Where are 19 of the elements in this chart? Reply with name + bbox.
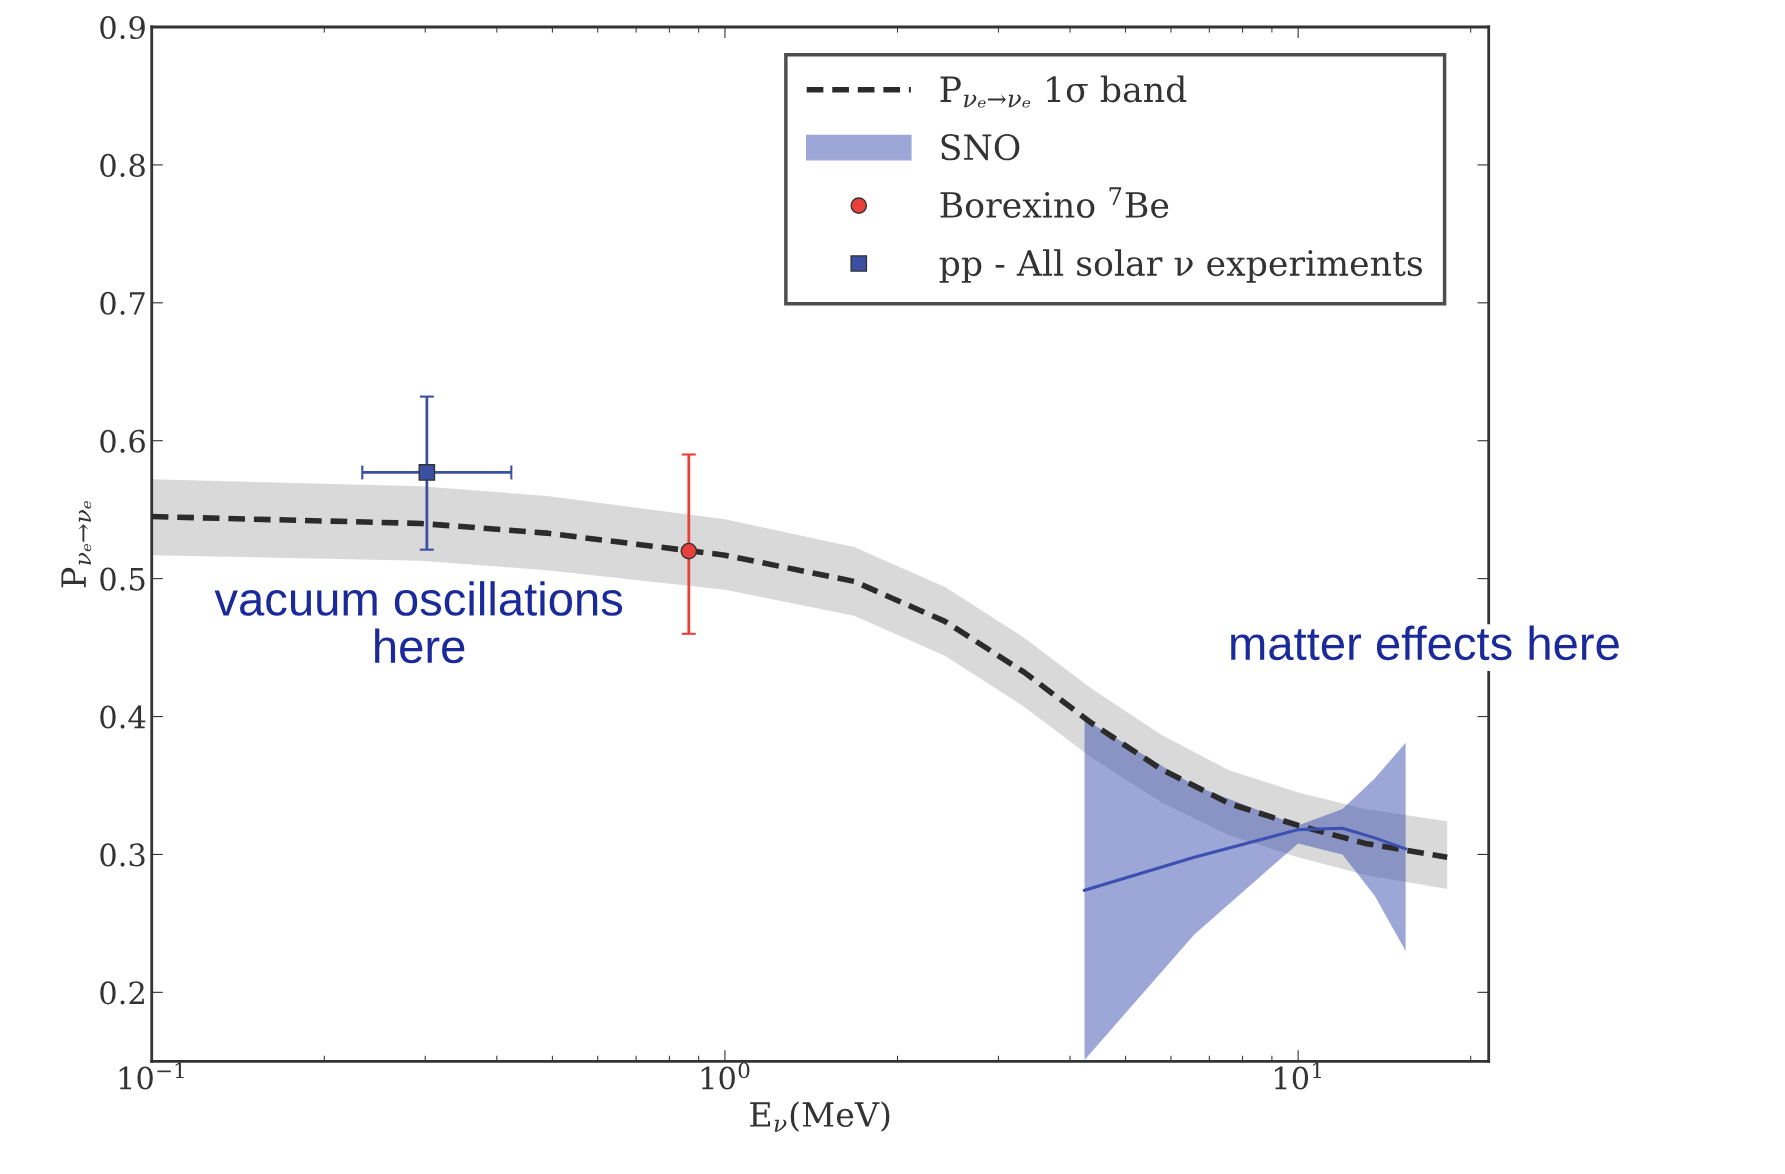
legend-label: Borexino $^{7}$Be	[940, 187, 1169, 219]
y-axis-title: P$_{νₑ→νₑ}$	[61, 501, 92, 588]
x-tick-label: 10$^{1}$	[1274, 1062, 1321, 1090]
y-tick-label: 0.4	[100, 705, 146, 729]
y-tick-label: 0.9	[100, 15, 145, 40]
y-tick-label: 0.2	[100, 981, 144, 1005]
annotation: vacuum oscillations here	[214, 581, 623, 664]
y-tick-label: 0.8	[100, 153, 145, 177]
annotation: matter effects here	[1231, 625, 1619, 661]
x-axis-title: E$_{ν}$(MeV)	[750, 1101, 890, 1132]
y-tick-label: 0.6	[100, 429, 145, 453]
y-tick-label: 0.7	[100, 291, 145, 315]
legend-label: pp - All solar ν experiments	[939, 249, 1422, 283]
y-tick-label: 0.3	[100, 843, 145, 867]
legend-label: SNO	[941, 134, 1020, 161]
legend-label: P$_{νₑ→νₑ}$ 1σ band	[940, 75, 1187, 108]
x-tick-label: 10$^{0}$	[701, 1062, 750, 1090]
x-tick-label: 10$^{−1}$	[119, 1062, 184, 1090]
y-tick-label: 0.5	[100, 567, 145, 591]
